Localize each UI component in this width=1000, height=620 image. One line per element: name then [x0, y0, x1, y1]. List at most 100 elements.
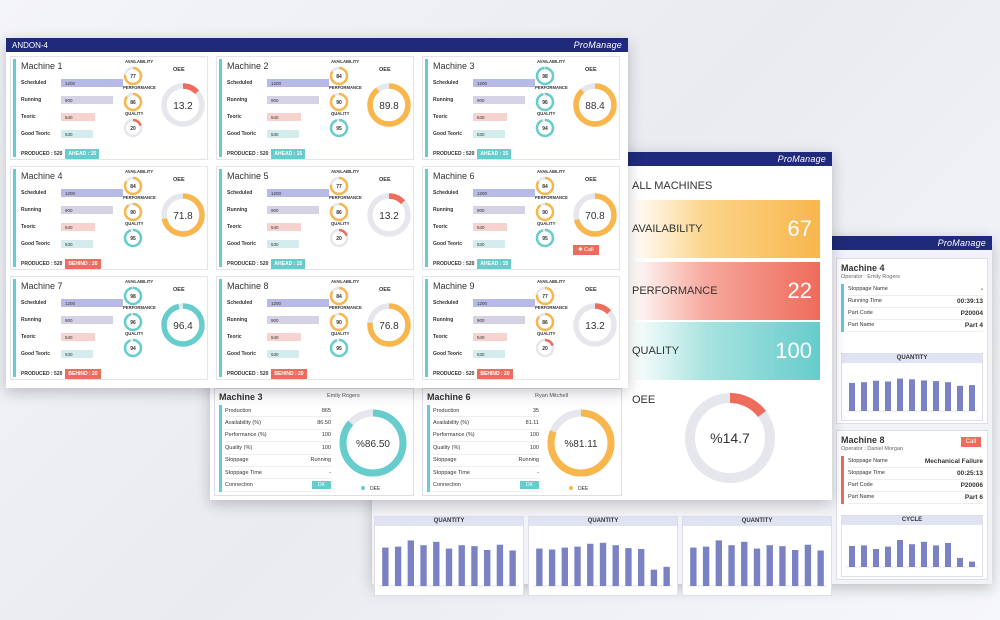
quantity-chart-2: QUANTITY [528, 516, 678, 596]
gauge-label: PERFORMANCE [123, 195, 156, 200]
gauge-label: PERFORMANCE [535, 195, 568, 200]
gauge-label: QUALITY [125, 221, 144, 226]
machine-cell[interactable]: Machine 9 Scheduled 1200 Running 900 Teoric 54… [422, 276, 620, 380]
gauge-value: 77 [336, 184, 342, 190]
bar [921, 541, 927, 567]
gauges: 84 90 95 71.8 [123, 176, 205, 248]
mini-gauge-arc [329, 312, 349, 332]
chart-title: QUANTITY [529, 517, 677, 526]
bar [420, 545, 427, 586]
bar [536, 548, 543, 586]
gauge-value: 90 [336, 100, 342, 106]
andon-panel: ANDON-4 ProManage Machine 1 Scheduled 1200 R… [6, 38, 628, 388]
machine-cell[interactable]: Machine 1 Scheduled 1200 Running 900 Teoric 54… [10, 56, 208, 160]
gauge-label: PERFORMANCE [329, 305, 362, 310]
row-label: Teoric [21, 114, 36, 120]
operator-name: Ryan Mitchell [535, 393, 569, 399]
row-label: Good Teoric [433, 131, 463, 137]
legend-label: OEE [578, 486, 589, 492]
mini-gauge-arc [329, 286, 349, 306]
bar [873, 549, 879, 567]
machine-cell[interactable]: Machine 4 Scheduled 1200 Running 900 Teoric 54… [10, 166, 208, 270]
oee-value: 76.8 [379, 321, 399, 332]
bar [625, 548, 632, 586]
metric-bar: 900 [267, 316, 319, 324]
gauge-value: 98 [542, 74, 548, 80]
quality-label: QUALITY [632, 345, 680, 357]
bar [817, 550, 824, 586]
metric-bar: 530 [473, 130, 505, 138]
gauge-value: 84 [542, 184, 548, 190]
produced-footer: PRODUCED : 520 AHEAD : 15 [433, 259, 512, 269]
mini-gauge-arc [123, 312, 143, 332]
detail-row: Stoppage Time - [225, 467, 331, 480]
detail-row: Performance (%) 100 [433, 430, 539, 443]
machine-8-card[interactable]: Machine 8 Operator : Daniel Morgan Call … [836, 430, 988, 580]
machine-cell[interactable]: Machine 2 Scheduled 1200 Running 900 Teoric 54… [216, 56, 414, 160]
gauge-value: 98 [130, 294, 136, 300]
mini-gauge-arc [329, 92, 349, 112]
machine-cell[interactable]: Machine 6 Scheduled 1200 Running 900 Teoric 54… [422, 166, 620, 270]
gauge-value: 90 [130, 210, 136, 216]
bar [792, 550, 799, 586]
operator-name: Emily Rogers [327, 393, 360, 399]
detail-row: Stoppage Running [433, 455, 539, 467]
metric-bar: 1200 [61, 79, 123, 87]
bar-chart [379, 540, 519, 587]
metric-bar: 1200 [267, 299, 329, 307]
mini-gauge-arc [123, 202, 143, 222]
gauge-value: 86 [542, 320, 548, 326]
performance-label: PERFORMANCE [632, 285, 718, 297]
produced-footer: PRODUCED : 520 BEHIND : 20 [21, 369, 101, 379]
machine-3-detail[interactable]: Machine 3 Emily Rogers Production 865 Ava… [214, 388, 414, 496]
gauge-label: AVAILABILITY [125, 169, 154, 174]
gauge-value: 77 [130, 74, 136, 80]
machine-cell[interactable]: Machine 8 Scheduled 1200 Running 900 Teoric 54… [216, 276, 414, 380]
connection-ok-badge: OK [311, 481, 331, 490]
status-tag: AHEAD : 15 [477, 149, 512, 159]
metric-bar: 540 [473, 113, 507, 121]
row-label: Scheduled [433, 300, 459, 306]
gauge-label: AVAILABILITY [537, 279, 566, 284]
gauge-label: QUALITY [537, 111, 556, 116]
machine-cell[interactable]: Machine 5 Scheduled 1200 Running 900 Teoric 54… [216, 166, 414, 270]
mini-gauge-arc [123, 286, 143, 306]
bar [945, 543, 951, 567]
detail-row: Production 35 [433, 405, 539, 418]
accent-bar [13, 169, 16, 267]
bar [969, 561, 975, 567]
info-row: Part Code P20004 [848, 308, 983, 320]
row-label: Scheduled [21, 300, 47, 306]
call-button[interactable]: Call [960, 437, 981, 447]
bar [509, 550, 516, 586]
machine-cell[interactable]: Machine 7 Scheduled 1200 Running 900 Teoric 54… [10, 276, 208, 380]
row-label: Teoric [21, 224, 36, 230]
machine-cell[interactable]: Machine 3 Scheduled 1200 Running 900 Teoric 54… [422, 56, 620, 160]
metric-bar: 540 [267, 113, 301, 121]
machine-title: Machine 4 [841, 263, 885, 273]
gauge-value: 96 [542, 100, 548, 106]
machine-6-detail[interactable]: Machine 6 Ryan Mitchell Production 35 Ava… [422, 388, 622, 496]
machine-4-card[interactable]: Machine 4 Operator : Emily Rogers Stoppa… [836, 258, 988, 424]
machine-title: Machine 6 [427, 392, 471, 402]
bar [779, 546, 786, 586]
oee-label: OEE [585, 287, 597, 293]
gauge-label: AVAILABILITY [331, 169, 360, 174]
all-oee-value: %14.7 [710, 430, 750, 446]
row-label: Running [227, 207, 248, 213]
metric-bar: 530 [267, 130, 299, 138]
bar [804, 544, 812, 586]
oee-label: OEE [379, 287, 391, 293]
call-button[interactable]: ✱ Call [573, 245, 599, 255]
metric-bar: 540 [473, 223, 507, 231]
produced-count: PRODUCED : 520 [21, 371, 63, 377]
metric-bar: 900 [473, 316, 525, 324]
gauge-label: QUALITY [331, 111, 350, 116]
bar [382, 547, 389, 586]
produced-count: PRODUCED : 520 [433, 151, 475, 157]
detail-row: Stoppage Time - [433, 467, 539, 480]
row-label: Scheduled [21, 190, 47, 196]
gauge-label: QUALITY [537, 331, 556, 336]
accent-bar [425, 59, 428, 157]
detail-row: Connection OK [225, 479, 331, 492]
